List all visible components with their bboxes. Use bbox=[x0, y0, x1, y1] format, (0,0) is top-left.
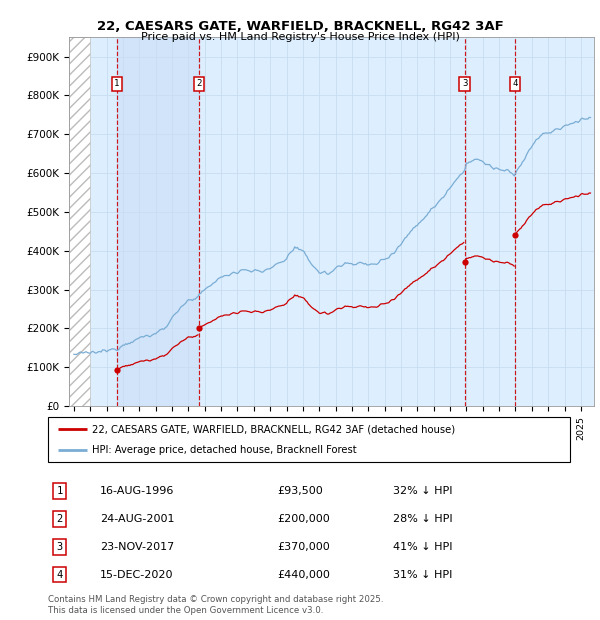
Bar bbox=[117, 37, 199, 406]
Text: Price paid vs. HM Land Registry's House Price Index (HPI): Price paid vs. HM Land Registry's House … bbox=[140, 32, 460, 42]
Text: 3: 3 bbox=[462, 79, 467, 88]
Text: 4: 4 bbox=[56, 570, 62, 580]
Text: 24-AUG-2001: 24-AUG-2001 bbox=[100, 514, 175, 524]
Text: 1: 1 bbox=[56, 486, 62, 496]
Text: £370,000: £370,000 bbox=[278, 542, 331, 552]
Text: 32% ↓ HPI: 32% ↓ HPI bbox=[392, 486, 452, 496]
Text: 1: 1 bbox=[114, 79, 119, 88]
Text: 22, CAESARS GATE, WARFIELD, BRACKNELL, RG42 3AF: 22, CAESARS GATE, WARFIELD, BRACKNELL, R… bbox=[97, 20, 503, 33]
Text: 15-DEC-2020: 15-DEC-2020 bbox=[100, 570, 174, 580]
Text: 3: 3 bbox=[56, 542, 62, 552]
Text: 28% ↓ HPI: 28% ↓ HPI bbox=[392, 514, 452, 524]
Text: £200,000: £200,000 bbox=[278, 514, 331, 524]
Text: 22, CAESARS GATE, WARFIELD, BRACKNELL, RG42 3AF (detached house): 22, CAESARS GATE, WARFIELD, BRACKNELL, R… bbox=[92, 424, 455, 435]
Text: 2: 2 bbox=[196, 79, 202, 88]
Text: £440,000: £440,000 bbox=[278, 570, 331, 580]
Text: 31% ↓ HPI: 31% ↓ HPI bbox=[392, 570, 452, 580]
FancyBboxPatch shape bbox=[48, 417, 570, 462]
Text: 23-NOV-2017: 23-NOV-2017 bbox=[100, 542, 175, 552]
Text: 2: 2 bbox=[56, 514, 62, 524]
Text: Contains HM Land Registry data © Crown copyright and database right 2025.
This d: Contains HM Land Registry data © Crown c… bbox=[48, 595, 383, 614]
Text: HPI: Average price, detached house, Bracknell Forest: HPI: Average price, detached house, Brac… bbox=[92, 445, 357, 455]
Text: £93,500: £93,500 bbox=[278, 486, 323, 496]
Text: 16-AUG-1996: 16-AUG-1996 bbox=[100, 486, 175, 496]
Text: 4: 4 bbox=[512, 79, 518, 88]
Text: 41% ↓ HPI: 41% ↓ HPI bbox=[392, 542, 452, 552]
